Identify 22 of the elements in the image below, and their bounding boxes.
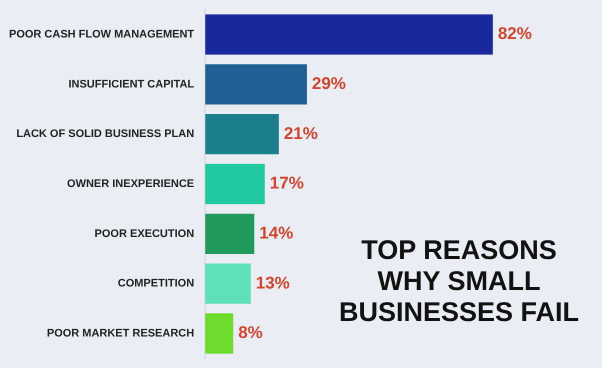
bar bbox=[205, 114, 279, 154]
bar bbox=[205, 313, 234, 354]
bar bbox=[205, 264, 251, 304]
bar bbox=[205, 14, 493, 55]
data-label: 13% bbox=[256, 273, 290, 292]
y-tick-label: OWNER INEXPERIENCE bbox=[67, 178, 194, 190]
y-tick-label: POOR MARKET RESEARCH bbox=[46, 328, 194, 340]
bar bbox=[205, 64, 307, 104]
data-label: 17% bbox=[270, 174, 304, 193]
data-label: 29% bbox=[312, 74, 346, 94]
y-tick-label: POOR CASH FLOW MANAGEMENT bbox=[8, 28, 194, 41]
bar bbox=[205, 214, 254, 254]
text: TOP REASONS WHY SMALL BUSINESSES FAIL bbox=[338, 235, 580, 328]
y-tick-label: POOR EXECUTION bbox=[94, 228, 194, 240]
y-tick-label: LACK OF SOLID BUSINESS PLAN bbox=[16, 128, 194, 140]
data-label: 8% bbox=[238, 323, 263, 342]
y-tick-label: INSUFFICIENT CAPITAL bbox=[68, 78, 194, 90]
data-label: 21% bbox=[284, 124, 318, 143]
y-tick-label: COMPETITION bbox=[118, 278, 194, 290]
bar bbox=[205, 164, 265, 204]
data-label: 14% bbox=[259, 224, 294, 243]
data-label: 82% bbox=[498, 24, 532, 44]
